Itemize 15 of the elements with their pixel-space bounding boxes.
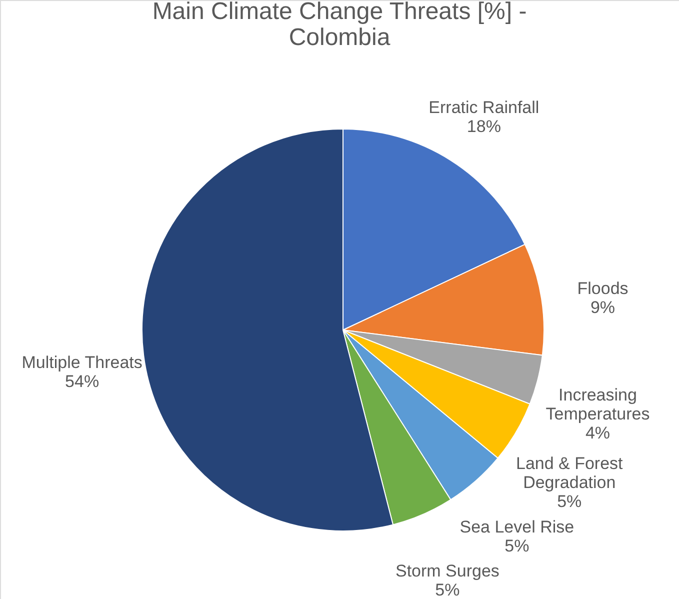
data-label: 18% (466, 116, 501, 136)
data-label: 9% (590, 298, 616, 317)
slice-label: Erratic Rainfall (428, 98, 540, 117)
data-label: 5% (435, 580, 460, 599)
data-label: 54% (65, 372, 100, 391)
data-label: 5% (504, 536, 530, 556)
data-label: 5% (557, 492, 582, 511)
slice-label: Floods (577, 278, 628, 298)
slice-label: Multiple Threats (22, 352, 142, 372)
slice-label: Increasing Temperatures (546, 385, 650, 424)
slice-label: Storm Surges (395, 561, 500, 580)
data-label: 4% (585, 423, 610, 442)
slice-label: Land & Forest Degradation (516, 454, 624, 492)
slice-label: Sea Level Rise (460, 517, 574, 536)
chart-title: Main Climate Change Threats [%] - Colombia (152, 0, 527, 51)
